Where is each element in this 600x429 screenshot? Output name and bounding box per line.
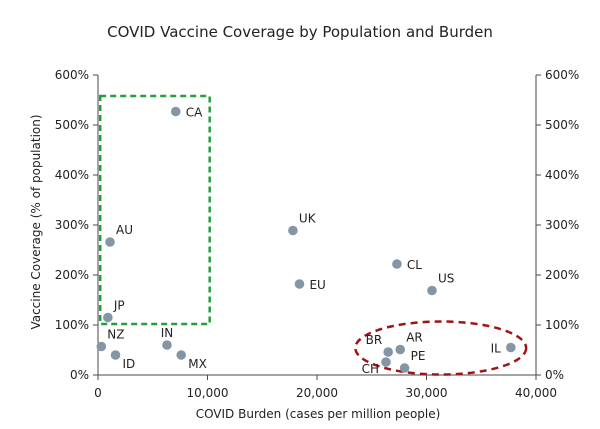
point-label-pe: PE [411,349,426,363]
y-tick-label-right: 300% [545,218,579,232]
point-label-nz: NZ [107,328,124,342]
annotations [98,94,528,376]
point-labels: CA AU JP NZ ID IN MX UK EU CL US BR AR CH PE IL [107,106,501,377]
y-tick-label-left: 0% [70,368,89,382]
y-tick-label-left: 600% [55,68,89,82]
y-tick-label-left: 100% [55,318,89,332]
data-points [96,106,516,373]
point-jp [103,312,113,323]
y-tick-label-right: 200% [545,268,579,282]
point-us [427,285,437,296]
point-cl [392,259,402,269]
x-tick-label: 20,000 [296,386,338,400]
point-label-mx: MX [188,357,207,371]
axes: 0 10,000 20,000 30,000 40,000 0% 0% 100% 100% 200… [55,68,580,400]
y-tick-label-right: 0% [545,368,564,382]
y-tick-label-left: 400% [55,168,89,182]
point-label-ar: AR [406,331,423,345]
point-eu [294,279,305,289]
x-tick-label: 30,000 [406,386,448,400]
point-label-us: US [438,272,454,286]
point-label-in: IN [161,326,174,340]
point-label-il: IL [491,342,502,356]
point-ca [170,106,181,117]
point-label-br: BR [366,333,383,347]
point-label-au: AU [116,223,133,237]
point-au [105,237,115,247]
point-label-id: ID [123,357,136,371]
point-label-uk: UK [299,212,317,226]
point-label-ca: CA [186,106,203,120]
point-br [383,347,393,357]
x-tick-label: 0 [94,386,102,400]
point-label-ch: CH [362,362,379,376]
y-tick-label-right: 600% [545,68,579,82]
point-id [110,350,121,360]
highlight-box-green [98,94,211,326]
y-tick-label-right: 100% [545,318,579,332]
point-mx [176,350,187,360]
highlight-ellipse-red [354,320,528,376]
x-tick-label: 40,000 [515,386,557,400]
y-tick-label-left: 300% [55,218,89,232]
y-tick-label-right: 400% [545,168,579,182]
point-label-cl: CL [407,258,422,272]
point-label-jp: JP [113,299,125,313]
chart-title: COVID Vaccine Coverage by Population and… [107,23,493,41]
point-ch [381,357,391,367]
point-uk [288,225,298,236]
point-in [162,340,172,350]
y-axis-label: Vaccine Coverage (% of population) [29,114,43,329]
point-pe [399,363,410,373]
x-axis-label: COVID Burden (cases per million people) [196,407,441,421]
point-il [506,342,516,353]
y-tick-label-left: 200% [55,268,89,282]
point-label-eu: EU [309,278,325,292]
y-tick-label-left: 500% [55,118,89,132]
point-ar [395,344,406,355]
x-tick-label: 10,000 [187,386,229,400]
point-nz [96,341,107,352]
y-tick-label-right: 500% [545,118,579,132]
